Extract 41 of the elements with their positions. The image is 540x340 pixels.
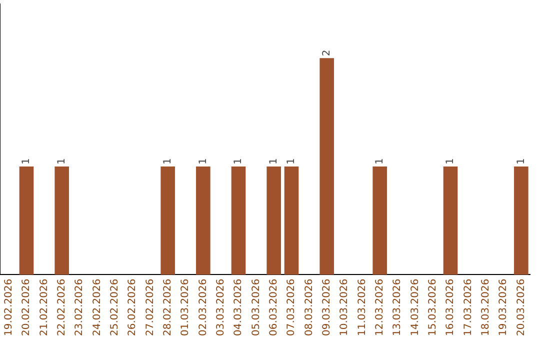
x-tick-label: 14.03.2026 (410, 278, 421, 336)
x-tick-label: 27.02.2026 (144, 278, 156, 336)
x-tick-label: 02.03.2026 (198, 278, 209, 336)
x-tick-label: 05.03.2026 (250, 278, 262, 336)
x-tick-label: 10.03.2026 (339, 278, 350, 336)
x-tick-label: 24.02.2026 (92, 278, 103, 336)
data-label: 1 (286, 158, 298, 164)
data-label: 1 (374, 158, 386, 164)
x-tick-label: 26.02.2026 (127, 278, 138, 336)
x-tick-label: 13.03.2026 (392, 278, 404, 336)
x-tick-label: 12.03.2026 (374, 278, 386, 336)
data-label: 1 (516, 158, 527, 164)
x-tick-label: 06.03.2026 (268, 278, 280, 336)
data-label: 2 (321, 50, 332, 56)
x-tick-label: 18.03.2026 (480, 278, 492, 336)
x-tick-label: 15.03.2026 (427, 278, 438, 336)
data-label: 1 (445, 158, 456, 164)
data-label: 1 (233, 158, 244, 164)
x-tick-label: 08.03.2026 (304, 278, 315, 336)
x-tick-label: 17.03.2026 (462, 278, 474, 336)
data-label: 1 (162, 158, 174, 164)
data-label: 1 (268, 158, 280, 164)
x-tick-label: 03.03.2026 (215, 278, 226, 336)
x-tick-label: 16.03.2026 (445, 278, 456, 336)
data-label: 1 (198, 158, 209, 164)
x-tick-label: 20.03.2026 (516, 278, 527, 336)
x-tick-label: 21.02.2026 (38, 278, 50, 336)
data-label: 1 (56, 158, 68, 164)
x-tick-label: 23.02.2026 (74, 278, 86, 336)
x-tick-label: 28.02.2026 (162, 278, 174, 336)
x-tick-label: 11.03.2026 (356, 278, 368, 336)
data-label: 1 (21, 158, 32, 164)
x-tick-label: 07.03.2026 (286, 278, 298, 336)
x-tick-label: 04.03.2026 (233, 278, 244, 336)
x-tick-label: 19.02.2026 (3, 278, 14, 336)
x-tick-label: 01.03.2026 (180, 278, 192, 336)
x-tick-label: 25.02.2026 (109, 278, 120, 336)
x-tick-label: 09.03.2026 (321, 278, 332, 336)
x-tick-label: 20.02.2026 (21, 278, 32, 336)
x-tick-label: 22.02.2026 (56, 278, 68, 336)
x-tick-label: 19.03.2026 (498, 278, 510, 336)
